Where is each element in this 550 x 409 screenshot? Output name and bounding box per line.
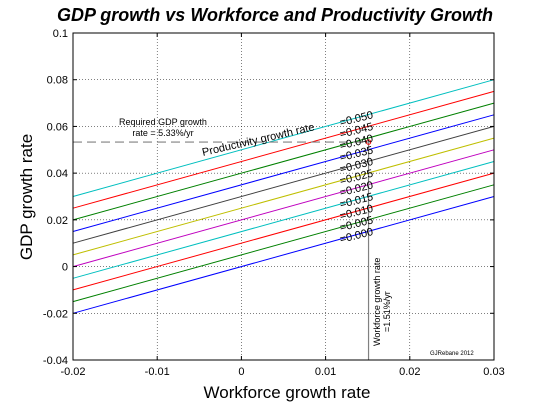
series-group: [72, 79, 495, 314]
series-line: [72, 161, 495, 279]
series-line: [72, 184, 495, 303]
operating-point-marker: [365, 139, 372, 145]
plot-frame: [72, 32, 495, 361]
y-tick-label: -0.02: [43, 308, 68, 320]
reference-lines: [73, 139, 372, 360]
y-tick-label: 0: [62, 262, 68, 274]
x-tick-label: 0.01: [315, 366, 336, 378]
workforce-annotation-line2: =1.51%/yr: [382, 291, 392, 332]
y-tick-label: 0.08: [47, 75, 68, 87]
x-tick-label: 0.03: [483, 366, 504, 378]
series-labels: =0.000=0.005=0.010=0.015=0.020=0.025=0.0…: [339, 109, 375, 246]
x-tick-label: -0.02: [60, 366, 85, 378]
x-tick-label: -0.01: [145, 366, 170, 378]
series-line: [72, 125, 495, 244]
y-tick-label: 0.02: [47, 215, 68, 227]
series-line: [72, 102, 495, 221]
x-axis-label: Workforce growth rate: [204, 383, 371, 402]
y-tick-label: 0.04: [47, 168, 68, 180]
series-line: [72, 90, 495, 209]
required-gdp-annotation-line2: rate = 5.33%/yr: [132, 128, 193, 138]
chart-title: GDP growth vs Workforce and Productivity…: [57, 5, 493, 25]
series-line: [72, 196, 495, 314]
y-tick-label: 0.1: [53, 28, 68, 40]
y-tick-label: 0.06: [47, 121, 68, 133]
series-line: [72, 172, 495, 291]
x-tick-label: 0: [238, 366, 244, 378]
y-tick-label: -0.04: [43, 355, 68, 367]
y-axis-label: GDP growth rate: [17, 134, 36, 260]
series-line: [72, 149, 495, 268]
workforce-annotation-line1: Workforce growth rate: [372, 258, 382, 346]
series-line: [72, 137, 495, 256]
axis-ticks: -0.02 -0.01 0 0.01 0.02 0.03-0.04-0.0200.020.…: [43, 28, 505, 378]
x-tick-label: 0.02: [399, 366, 420, 378]
credit-text: GJRebane 2012: [430, 351, 474, 357]
series-line: [72, 114, 495, 232]
series-line: [72, 79, 495, 197]
required-gdp-annotation-line1: Required GDP growth: [119, 117, 207, 127]
